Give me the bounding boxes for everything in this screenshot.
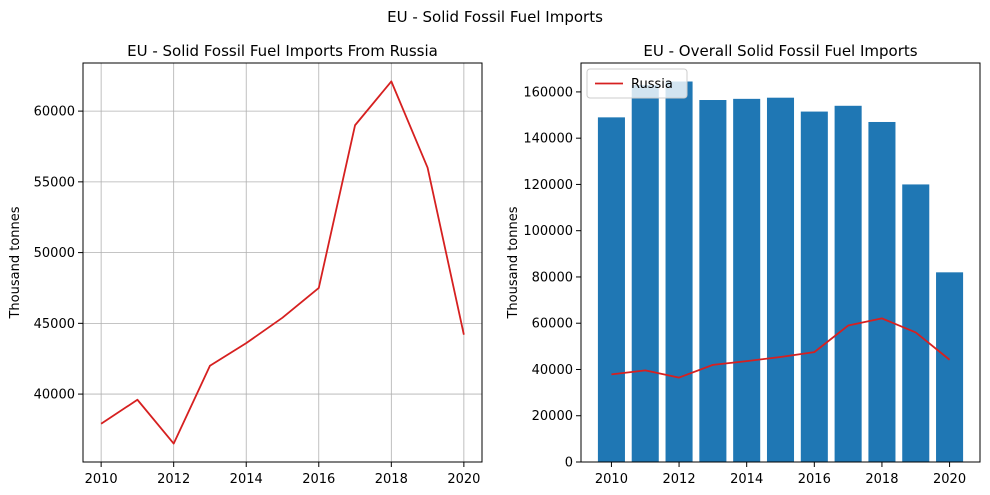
chart2-bar-2012 — [665, 81, 693, 463]
chart1-ytick-label-40000: 40000 — [34, 388, 75, 403]
chart2-bar-2013 — [699, 100, 727, 462]
chart2-xtick-label-2012: 2012 — [663, 472, 696, 487]
chart2-bar-2019 — [902, 184, 930, 462]
chart1-xtick-label-2010: 2010 — [85, 472, 118, 487]
chart1-xtick-label-2020: 2020 — [447, 472, 480, 487]
chart2-bar-2015 — [766, 97, 795, 463]
chart2-bar-2020 — [936, 272, 964, 462]
chart2-xtick-label-2018: 2018 — [865, 472, 898, 487]
chart1-axes-frame — [82, 62, 483, 463]
chart2-legend-label-russia: Russia — [631, 77, 673, 92]
chart2-bar-2011 — [631, 84, 659, 463]
chart2-bar-2016 — [800, 111, 828, 462]
chart2-axes-frame — [580, 62, 981, 463]
chart2-title: EU - Overall Solid Fossil Fuel Imports — [643, 42, 917, 60]
chart1-title: EU - Solid Fossil Fuel Imports From Russ… — [127, 42, 438, 60]
chart2-ytick-label-60000: 60000 — [532, 317, 573, 332]
chart2-bar-2014 — [733, 98, 761, 462]
chart1-ytick-label-45000: 45000 — [34, 317, 75, 332]
chart2-xtick-label-2016: 2016 — [798, 472, 831, 487]
chart1-xtick-label-2012: 2012 — [157, 472, 190, 487]
chart1-ytick-label-60000: 60000 — [34, 105, 75, 120]
figure-suptitle: EU - Solid Fossil Fuel Imports — [387, 8, 603, 26]
chart1-xtick-label-2016: 2016 — [302, 472, 335, 487]
chart2-ytick-label-0: 0 — [565, 456, 573, 471]
chart1-series-line-0 — [100, 80, 465, 445]
chart1-xtick-label-2018: 2018 — [375, 472, 408, 487]
chart2-ytick-label-140000: 140000 — [523, 132, 573, 147]
chart2-bar-2018 — [868, 121, 896, 462]
chart2-xtick-label-2020: 2020 — [933, 472, 966, 487]
chart2-ytick-label-120000: 120000 — [523, 178, 573, 193]
chart1-ytick-label-50000: 50000 — [34, 246, 75, 261]
chart2-bar-2010 — [597, 117, 625, 463]
chart2-series-line-russia — [611, 317, 951, 379]
chart2-xtick-label-2014: 2014 — [730, 472, 763, 487]
chart1-ytick-label-55000: 55000 — [34, 175, 75, 190]
chart2-ytick-label-80000: 80000 — [532, 270, 573, 285]
chart2-ytick-label-160000: 160000 — [523, 85, 573, 100]
chart2-xtick-label-2010: 2010 — [595, 472, 628, 487]
chart1-ylabel: Thousand tonnes — [8, 206, 23, 319]
chart2-ytick-label-100000: 100000 — [523, 224, 573, 239]
chart2-bar-2017 — [834, 105, 862, 462]
chart2-legend-box — [586, 68, 688, 99]
chart1-xtick-label-2014: 2014 — [230, 472, 263, 487]
chart2-ytick-label-20000: 20000 — [532, 409, 573, 424]
chart2-ytick-label-40000: 40000 — [532, 363, 573, 378]
chart2-ylabel: Thousand tonnes — [506, 206, 521, 319]
